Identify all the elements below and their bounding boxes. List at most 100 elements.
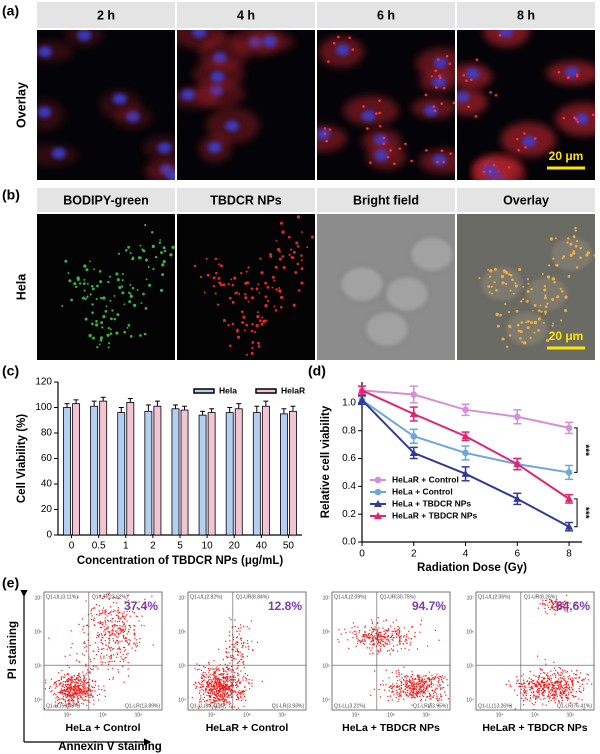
event-dot — [560, 687, 561, 688]
event-dot — [89, 694, 90, 695]
event-dot — [246, 678, 247, 679]
event-dot — [219, 685, 220, 686]
event-dot — [235, 626, 236, 627]
spot — [220, 264, 223, 267]
event-dot — [550, 684, 551, 685]
error-bar — [101, 397, 106, 401]
event-dot — [201, 689, 202, 690]
event-dot — [425, 699, 426, 700]
event-dot — [207, 699, 208, 700]
event-dot — [119, 641, 120, 642]
event-dot — [62, 692, 63, 693]
event-dot — [227, 677, 228, 678]
event-dot — [105, 645, 106, 646]
event-dot — [567, 671, 568, 672]
event-dot — [368, 633, 369, 634]
event-dot — [114, 610, 115, 611]
event-dot — [240, 624, 241, 625]
event-dot — [560, 677, 561, 678]
event-dot — [407, 686, 408, 687]
event-dot — [576, 677, 577, 678]
event-dot — [124, 682, 125, 683]
event-dot — [436, 696, 437, 697]
event-dot — [416, 683, 417, 684]
event-dot — [65, 694, 66, 695]
event-dot — [214, 700, 215, 701]
event-dot — [220, 690, 221, 691]
event-dot — [451, 692, 452, 693]
event-dot — [387, 636, 388, 637]
spot — [552, 322, 554, 324]
event-dot — [374, 629, 375, 630]
event-dot — [392, 672, 393, 673]
event-dot — [118, 671, 119, 672]
event-dot — [93, 651, 94, 652]
event-dot — [82, 653, 83, 654]
event-dot — [89, 672, 90, 673]
event-dot — [201, 676, 202, 677]
spot — [323, 132, 326, 135]
event-dot — [353, 622, 354, 623]
event-dot — [54, 682, 55, 683]
event-dot — [222, 695, 223, 696]
event-dot — [375, 629, 376, 630]
event-dot — [50, 686, 51, 687]
event-dot — [392, 631, 393, 632]
event-dot — [530, 671, 531, 672]
spot — [115, 332, 118, 335]
spot — [542, 273, 544, 275]
event-dot — [119, 648, 120, 649]
event-dot — [410, 642, 411, 643]
column-header: Overlay — [503, 193, 549, 207]
spot — [137, 289, 139, 291]
event-dot — [128, 594, 129, 595]
event-dot — [344, 629, 345, 630]
event-dot — [544, 604, 545, 605]
quadrant-label: Q1-LR(13.89%) — [125, 703, 160, 709]
event-dot — [231, 696, 232, 697]
event-dot — [111, 657, 112, 658]
event-dot — [227, 689, 228, 690]
event-dot — [111, 621, 112, 622]
spot — [229, 297, 232, 300]
spot — [577, 121, 580, 124]
event-dot — [237, 686, 238, 687]
event-dot — [409, 693, 410, 694]
spot — [508, 325, 511, 328]
spot — [260, 271, 263, 274]
event-dot — [575, 712, 576, 713]
spot — [410, 160, 413, 163]
event-dot — [207, 684, 208, 685]
event-dot — [110, 611, 111, 612]
event-dot — [83, 700, 84, 701]
event-dot — [55, 701, 56, 702]
event-dot — [97, 635, 98, 636]
spot — [102, 315, 105, 318]
event-dot — [571, 692, 572, 693]
event-dot — [374, 670, 375, 671]
spot — [215, 272, 218, 275]
spot — [544, 285, 546, 287]
event-dot — [554, 607, 555, 608]
spot — [85, 268, 88, 271]
event-dot — [530, 697, 531, 698]
spot — [68, 279, 71, 282]
event-dot — [529, 686, 530, 687]
event-dot — [100, 658, 101, 659]
event-dot — [435, 692, 436, 693]
event-dot — [412, 678, 413, 679]
column-header: 6 h — [377, 8, 395, 22]
event-dot — [535, 702, 536, 703]
event-dot — [357, 643, 358, 644]
event-dot — [247, 643, 248, 644]
event-dot — [561, 692, 562, 693]
marker — [375, 477, 382, 484]
event-dot — [90, 613, 91, 614]
event-dot — [392, 683, 393, 684]
event-dot — [99, 634, 100, 635]
micrograph — [23, 24, 200, 186]
event-dot — [228, 652, 229, 653]
event-dot — [119, 612, 120, 613]
event-dot — [591, 684, 592, 685]
event-dot — [81, 703, 82, 704]
